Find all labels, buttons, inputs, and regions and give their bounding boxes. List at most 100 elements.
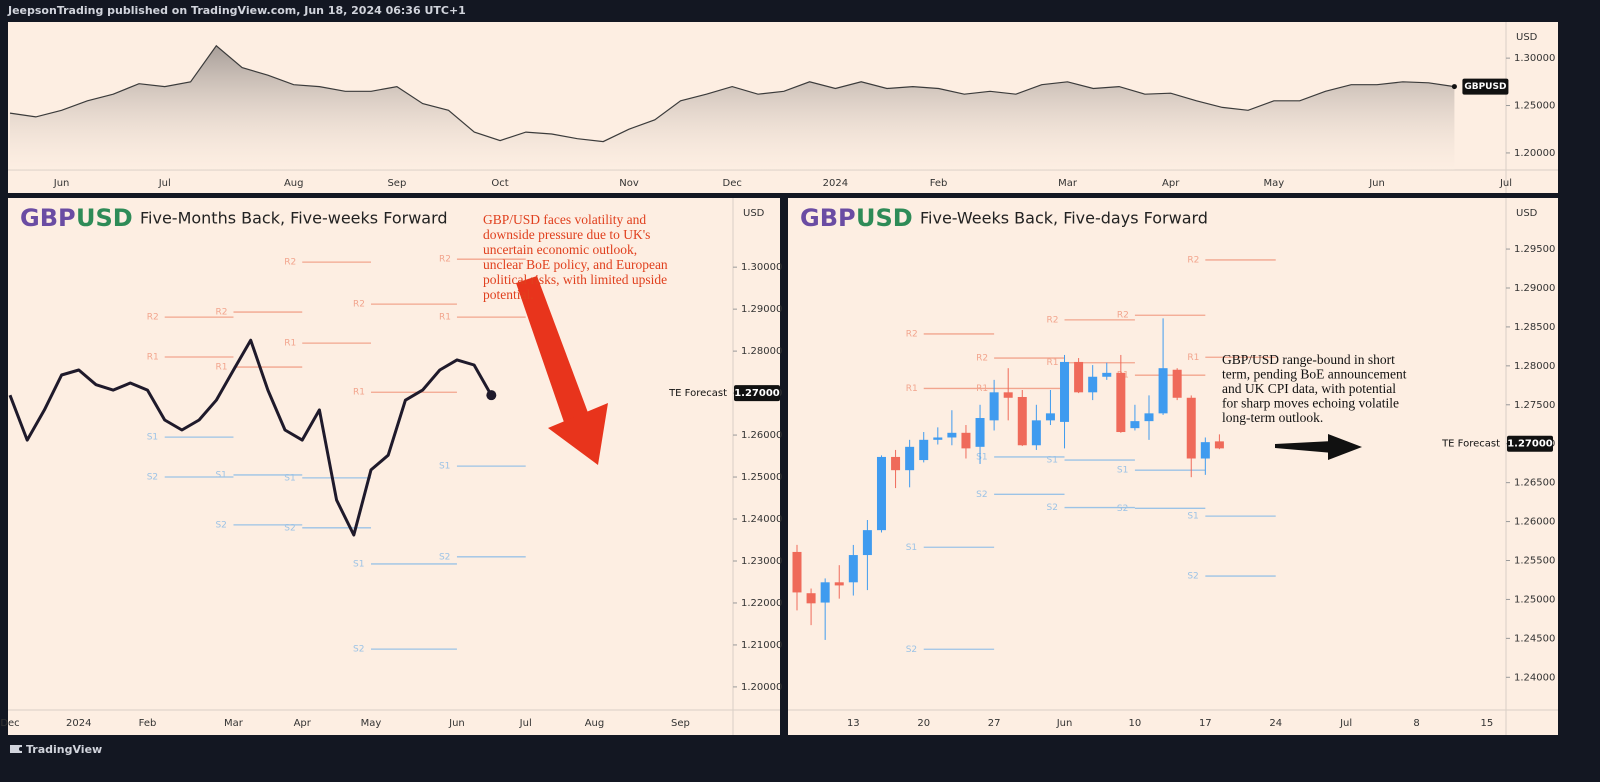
candle-body	[1116, 372, 1126, 433]
y-tick-label: 1.25000	[1514, 594, 1555, 605]
pivot-label: S2	[147, 473, 158, 483]
annotation-line: political risks, with limited upside	[483, 272, 667, 287]
candle-body	[1172, 369, 1182, 398]
candle-body	[989, 392, 999, 421]
candle-body	[848, 555, 858, 583]
y-tick-label: 1.27500	[1514, 400, 1555, 411]
x-tick-label: Apr	[1162, 178, 1180, 189]
x-tick-label: 15	[1481, 718, 1494, 729]
forecast-value: 1.27000	[1507, 439, 1553, 450]
pivot-label: R2	[1117, 311, 1129, 321]
pivot-label: R2	[1187, 255, 1199, 265]
candle-body	[862, 530, 872, 556]
price-line	[8, 338, 493, 537]
x-tick-label: Jul	[519, 718, 532, 729]
x-tick-label: 13	[847, 718, 860, 729]
x-tick-label: Oct	[491, 178, 508, 189]
x-tick-label: Jun	[1056, 718, 1073, 729]
last-point	[486, 390, 497, 401]
symbol-badge	[1462, 78, 1509, 95]
title-quote: USD	[856, 204, 913, 232]
candle-body	[792, 551, 802, 593]
x-tick-label: Feb	[930, 178, 948, 189]
currency-label: USD	[743, 208, 765, 219]
x-tick-label: May	[1264, 178, 1285, 189]
y-tick-label: 1.25500	[1514, 556, 1555, 567]
annotation-line: downside pressure due to UK's	[483, 227, 650, 242]
x-tick-label: 2024	[66, 718, 91, 729]
pivot-label: R2	[439, 255, 451, 265]
x-tick-label: Aug	[284, 178, 304, 189]
currency-label: USD	[1516, 32, 1538, 43]
candle-body	[1102, 372, 1112, 377]
pivot-label: R2	[1047, 315, 1059, 325]
pivot-label: S1	[215, 470, 226, 480]
candle-body	[1214, 441, 1224, 449]
x-tick-label: 27	[988, 718, 1001, 729]
pivot-label: R1	[906, 384, 918, 394]
pivot-label: S2	[906, 645, 917, 655]
pivot-label: R1	[215, 363, 227, 373]
y-tick-label: 1.20000	[741, 682, 782, 693]
pivot-label: R2	[215, 308, 227, 318]
y-tick-label: 1.28000	[1514, 361, 1555, 372]
pivot-label: S1	[147, 433, 158, 443]
pivot-label: R1	[1047, 358, 1059, 368]
y-tick-label: 1.24000	[1514, 672, 1555, 683]
candle-body	[919, 439, 929, 461]
candle-body	[933, 437, 943, 440]
y-tick-label: 1.28500	[1514, 322, 1555, 333]
y-tick-label: 1.20000	[1514, 148, 1555, 159]
footer-brand: TradingView	[26, 743, 102, 756]
y-tick-label: 1.25000	[741, 472, 782, 483]
x-tick-label: Mar	[224, 718, 244, 729]
pivot-label: R1	[353, 388, 365, 398]
x-tick-label: 20	[917, 718, 930, 729]
annotation-line: and UK CPI data, with potential	[1222, 381, 1396, 396]
x-tick-label: Dec	[723, 178, 742, 189]
x-tick-label: Jun	[53, 178, 70, 189]
forecast-label: TE Forecast	[668, 388, 727, 399]
x-tick-label: Jul	[158, 178, 171, 189]
candle-body	[1017, 396, 1027, 446]
x-tick-label: Jul	[1499, 178, 1512, 189]
pivot-label: R1	[976, 384, 988, 394]
x-tick-label: Aug	[585, 718, 605, 729]
panel-left	[8, 198, 780, 735]
y-tick-label: 1.28000	[741, 346, 782, 357]
x-tick-label: Apr	[294, 718, 312, 729]
x-tick-label: 8	[1413, 718, 1419, 729]
area-line	[9, 44, 1455, 143]
x-tick-label: Feb	[139, 718, 157, 729]
title-quote: USD	[76, 204, 133, 232]
candle-body	[975, 418, 985, 447]
y-tick-label: 1.26000	[741, 430, 782, 441]
forecast-value: 1.27000	[734, 388, 780, 399]
title-base: GBP	[20, 204, 76, 232]
pivot-label: S2	[1187, 572, 1198, 582]
x-tick-label: Nov	[619, 178, 639, 189]
right-arrow-shaft	[1275, 441, 1333, 453]
subtitle: Five-Months Back, Five-weeks Forward	[140, 209, 448, 228]
down-arrow-shaft	[516, 276, 590, 428]
pivot-label: R1	[439, 313, 451, 323]
publish-header: JeepsonTrading published on TradingView.…	[7, 4, 466, 17]
pivot-label: S2	[1117, 504, 1128, 514]
pivot-label: R2	[353, 300, 365, 310]
y-tick-label: 1.29000	[741, 304, 782, 315]
annotation-line: unclear BoE policy, and European	[483, 257, 668, 272]
pivot-label: S2	[439, 552, 450, 562]
y-tick-label: 1.22000	[741, 598, 782, 609]
pivot-label: S1	[1187, 512, 1198, 522]
candle-body	[1045, 413, 1055, 421]
annotation-line: potential.	[483, 287, 534, 302]
y-tick-label: 1.26500	[1514, 478, 1555, 489]
x-tick-label: Mar	[1058, 178, 1078, 189]
forecast-label: TE Forecast	[1441, 439, 1500, 450]
candle-body	[1060, 361, 1070, 422]
x-tick-label: Sep	[387, 178, 406, 189]
y-tick-label: 1.25000	[1514, 101, 1555, 112]
candle-body	[947, 432, 957, 438]
last-point	[1451, 84, 1457, 90]
